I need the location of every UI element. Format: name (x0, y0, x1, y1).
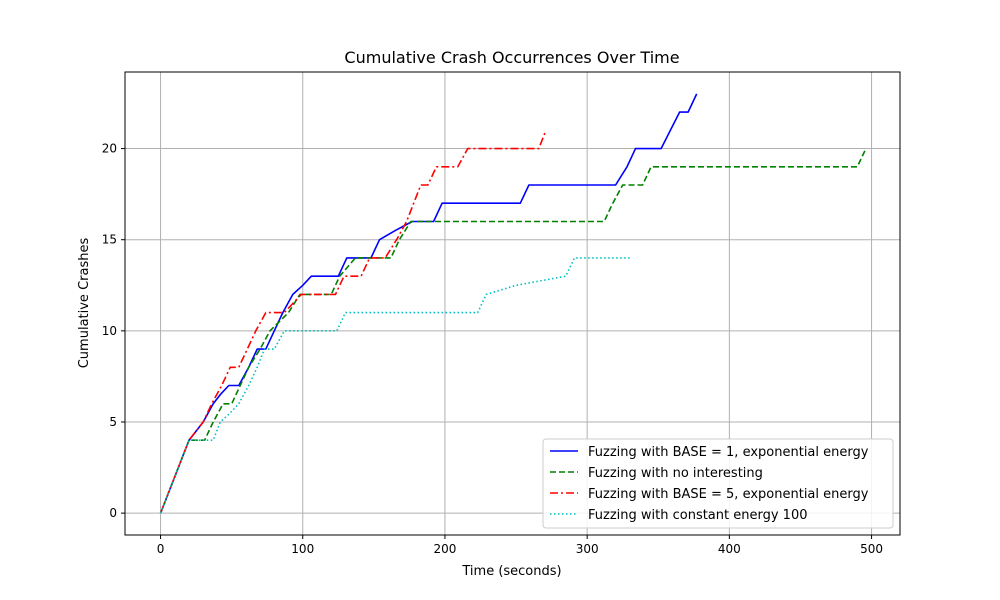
axis-ticks: 0 100 200 300 400 500 0 5 10 15 20 (102, 142, 883, 556)
legend-label: Fuzzing with BASE = 5, exponential energ… (588, 487, 869, 502)
chart-title: Cumulative Crash Occurrences Over Time (344, 48, 679, 67)
y-axis-label: Cumulative Crashes (77, 238, 92, 369)
x-tick-label: 300 (576, 542, 599, 556)
y-tick-label: 5 (109, 415, 117, 429)
legend: Fuzzing with BASE = 1, exponential energ… (542, 438, 894, 529)
x-tick-label: 400 (718, 542, 741, 556)
y-tick-label: 20 (102, 142, 117, 156)
series-lines (159, 93, 867, 514)
series-line-1 (159, 93, 698, 514)
plot-frame (124, 71, 901, 536)
x-tick-label: 200 (434, 542, 457, 556)
legend-label: Fuzzing with no interesting (588, 466, 763, 481)
y-tick-label: 15 (102, 233, 117, 247)
series-line-4 (159, 257, 630, 514)
y-tick-label: 0 (109, 506, 117, 520)
legend-box (542, 438, 894, 529)
legend-label: Fuzzing with BASE = 1, exponential energ… (588, 445, 869, 460)
x-tick-label: 100 (291, 542, 314, 556)
x-tick-label: 500 (860, 542, 883, 556)
x-axis-label: Time (seconds) (461, 564, 561, 579)
y-tick-label: 10 (102, 324, 117, 338)
series-line-3 (159, 130, 547, 514)
legend-label: Fuzzing with constant energy 100 (588, 508, 808, 523)
x-tick-label: 0 (157, 542, 165, 556)
grid (125, 72, 900, 535)
